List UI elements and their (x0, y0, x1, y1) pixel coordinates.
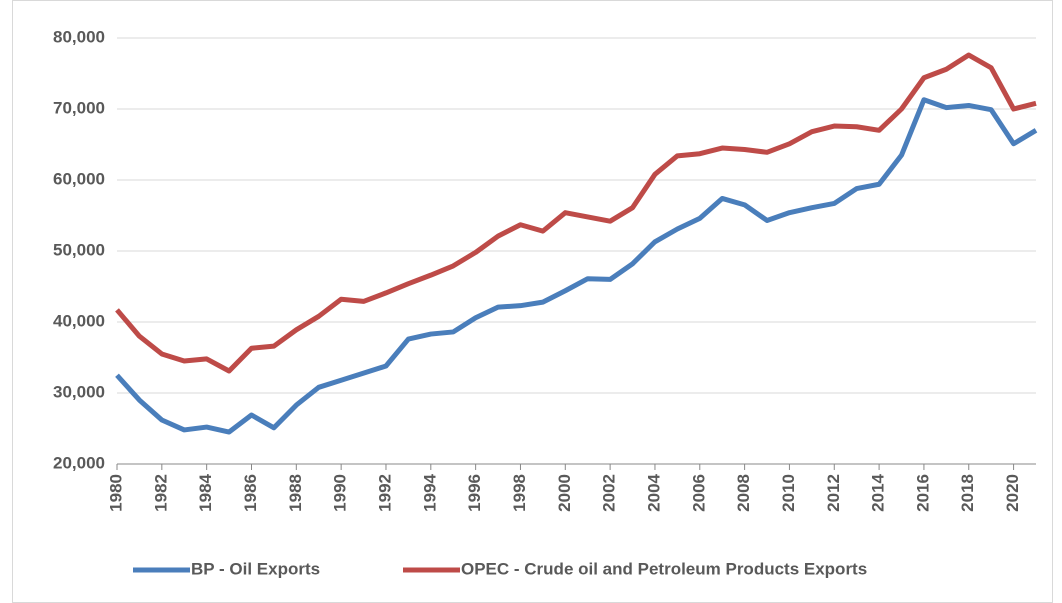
y-tick-label: 40,000 (53, 311, 105, 330)
y-tick-label: 60,000 (53, 169, 105, 188)
x-tick-label: 1996 (465, 474, 484, 512)
x-tick-label: 1994 (420, 473, 439, 511)
x-tick-label: 2008 (734, 474, 753, 512)
y-tick-label: 30,000 (53, 382, 105, 401)
legend-label: OPEC - Crude oil and Petroleum Products … (461, 559, 867, 578)
x-tick-label: 2020 (1003, 474, 1022, 512)
x-tick-label: 1992 (375, 474, 394, 512)
line-series (115, 97, 1038, 435)
x-tick-label: 2016 (913, 474, 932, 512)
y-tick-label: 80,000 (53, 27, 105, 46)
x-tick-label: 2014 (869, 473, 888, 511)
x-tick-label: 1982 (151, 474, 170, 512)
y-tick-label: 20,000 (53, 453, 105, 472)
x-tick-label: 2006 (689, 474, 708, 512)
x-tick-label: 2000 (555, 474, 574, 512)
x-tick-label: 2012 (824, 474, 843, 512)
x-tick-label: 1990 (331, 474, 350, 512)
x-tick-label: 2002 (600, 474, 619, 512)
y-tick-label: 70,000 (53, 98, 105, 117)
x-tick-label: 1984 (196, 473, 215, 511)
legend-label: BP - Oil Exports (191, 559, 320, 578)
x-tick-label: 2010 (779, 474, 798, 512)
y-tick-label: 50,000 (53, 240, 105, 259)
x-tick-label: 1986 (241, 474, 260, 512)
x-tick-label: 2018 (958, 474, 977, 512)
line-series (115, 52, 1037, 374)
x-tick-label: 1998 (510, 474, 529, 512)
x-tick-label: 1988 (286, 474, 305, 512)
x-tick-label: 2004 (644, 473, 663, 511)
x-tick-label: 1980 (106, 474, 125, 512)
